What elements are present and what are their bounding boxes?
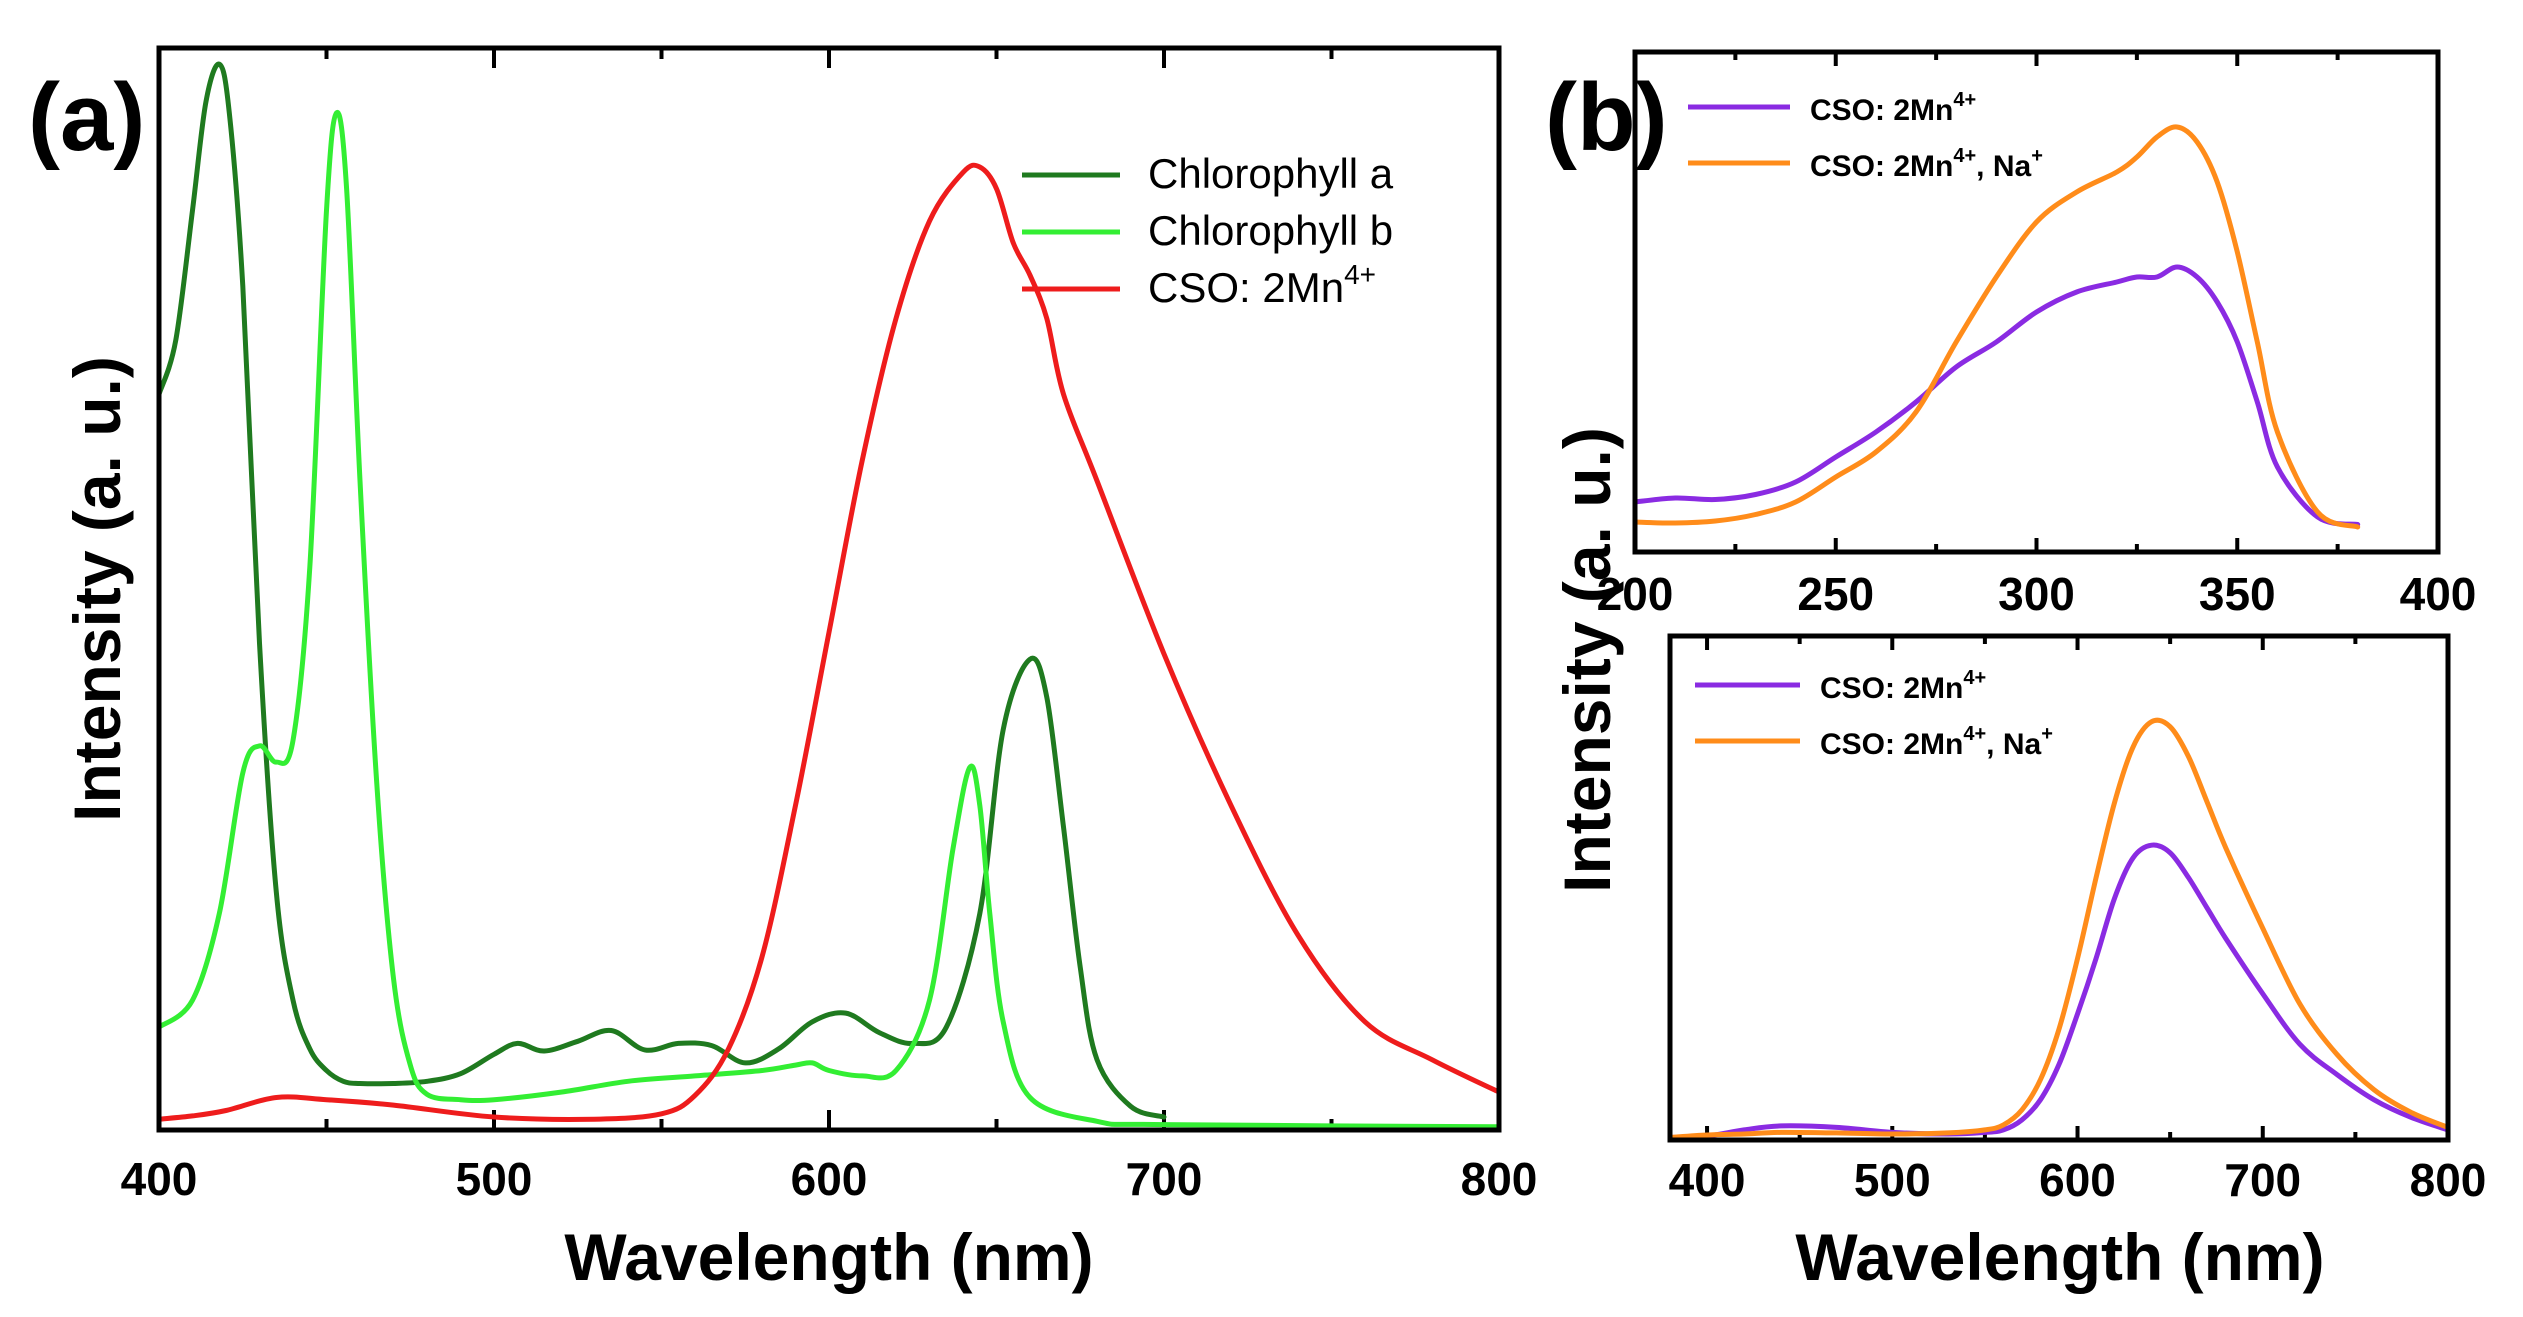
panel-a-chart: (a) 400 500 600 700 800 Chlorophyll aChlorop… [28, 45, 1538, 1294]
series-line-chlorophyll-a [156, 61, 1167, 1120]
legend-label-cso-2mn4-na-: CSO: 2Mn4+, Na+ [1820, 723, 2053, 761]
panel-b-bottom-ticks: 400 500 600 700 800 [1669, 636, 2487, 1206]
x-tick-label-800: 800 [2410, 1154, 2487, 1206]
x-tick-label-250: 250 [1797, 568, 1874, 620]
panel-a-x-axis-title: Wavelength (nm) [564, 1220, 1093, 1294]
panel-a-frame [156, 45, 1502, 1133]
x-tick-label-400: 400 [2400, 568, 2477, 620]
panel-b-bottom-chart: 400 500 600 700 800 CSO: 2Mn4+​ CSO: 2Mn4+, N… [1667, 633, 2487, 1294]
series-line-cso-2mn4-na- [1667, 717, 2451, 1140]
legend-label-chlorophyll-a: Chlorophyll a [1148, 150, 1394, 197]
x-tick-label-800: 800 [1461, 1153, 1538, 1205]
panel-b-y-axis-title: Intensity (a. u.) [1550, 427, 1624, 893]
legend-label-cso-2mn4-: CSO: 2Mn4+​ [1148, 259, 1376, 311]
panel-a-ticks: 400 500 600 700 800 [121, 48, 1538, 1205]
legend-label-cso-2mn4-: CSO: 2Mn4+​ [1810, 89, 1976, 127]
panel-b-top-ticks: 200 250 300 350 400 [1597, 52, 2477, 620]
legend-label-cso-2mn4-: CSO: 2Mn4+​ [1820, 667, 1986, 705]
legend-label-chlorophyll-b: Chlorophyll b [1148, 207, 1393, 254]
panel-a-y-axis-title: Intensity (a. u.) [60, 356, 134, 822]
legend-label-cso-2mn4-na-: CSO: 2Mn4+, Na+ [1810, 145, 2043, 183]
series-line-cso-2mn4- [156, 162, 1502, 1122]
panel-b-top-frame [1632, 49, 2441, 555]
x-tick-label-400: 400 [1669, 1154, 1746, 1206]
panel-a-plot [156, 61, 1502, 1130]
panel-b-label: (b) [1545, 64, 1668, 171]
panel-b-top-plot [1632, 124, 2361, 530]
series-line-cso-2mn4- [1632, 264, 2361, 527]
x-tick-label-700: 700 [2224, 1154, 2301, 1206]
x-tick-label-200: 200 [1597, 568, 1674, 620]
x-tick-label-700: 700 [1126, 1153, 1203, 1205]
x-tick-label-350: 350 [2199, 568, 2276, 620]
panel-b-bottom-frame [1667, 633, 2451, 1143]
x-tick-label-400: 400 [121, 1153, 198, 1205]
panel-b-bottom-legend: CSO: 2Mn4+​ CSO: 2Mn4+, Na+ [1695, 667, 2053, 761]
panel-b-bottom-plot [1667, 717, 2451, 1140]
x-tick-label-300: 300 [1998, 568, 2075, 620]
panel-b-top-legend: CSO: 2Mn4+​ CSO: 2Mn4+, Na+ [1688, 89, 2043, 183]
x-tick-label-600: 600 [791, 1153, 868, 1205]
series-line-chlorophyll-b [156, 109, 1502, 1130]
panel-a-legend: Chlorophyll a Chlorophyll b CSO: 2Mn4+​ [1022, 150, 1394, 311]
series-line-cso-2mn4-na- [1632, 124, 2361, 530]
series-line-cso-2mn4- [1667, 842, 2451, 1140]
panel-b-x-axis-title: Wavelength (nm) [1795, 1220, 2324, 1294]
panel-a-label: (a) [28, 64, 145, 171]
x-tick-label-500: 500 [456, 1153, 533, 1205]
x-tick-label-500: 500 [1854, 1154, 1931, 1206]
x-tick-label-600: 600 [2039, 1154, 2116, 1206]
